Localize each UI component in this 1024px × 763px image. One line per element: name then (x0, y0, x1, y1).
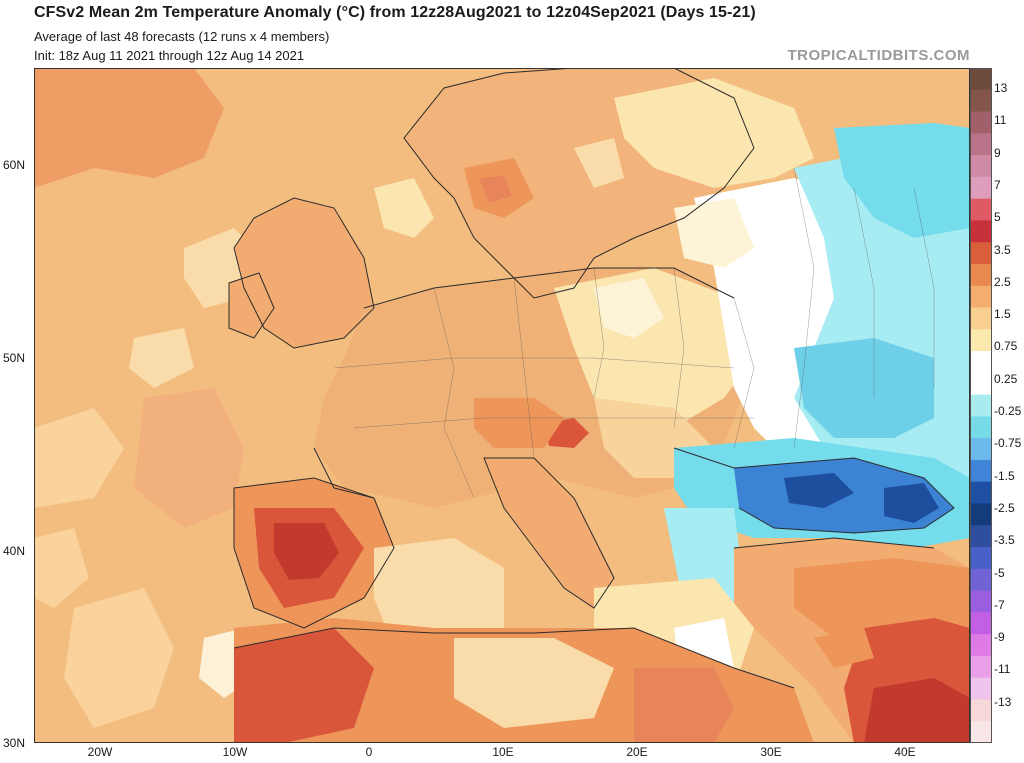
lon-label-0: 0 (365, 745, 373, 759)
colorbar-swatch (970, 634, 992, 657)
east-europe-cool-mid (834, 123, 970, 238)
blacksea-dark-east (884, 483, 939, 523)
colorbar-swatch (970, 263, 992, 287)
blacksea-dark (784, 473, 854, 508)
colorbar-swatch (970, 89, 992, 113)
colorbar-swatch (970, 242, 992, 265)
north-africa-hot (234, 628, 374, 743)
colorbar-label: 1.5 (994, 307, 1011, 322)
colorbar-swatch (970, 285, 992, 309)
init-line: Init: 18z Aug 11 2021 through 12z Aug 14… (34, 48, 305, 63)
ukraine-cool (794, 338, 934, 438)
norway-coast-pale (574, 138, 624, 188)
brand-watermark[interactable]: TROPICALTIDBITS.COM (787, 47, 970, 64)
colorbar-swatch (970, 176, 992, 200)
colorbar-swatch (970, 481, 992, 504)
colorbar-label: -11 (994, 662, 1011, 677)
middle-east-hotter (864, 678, 970, 743)
lon-label-10e: 10E (492, 745, 514, 759)
colorbar-swatch (970, 198, 992, 221)
colorbar-swatch (970, 612, 992, 635)
baltic-states-pale (674, 198, 754, 268)
subtitle: Average of last 48 forecasts (12 runs x … (34, 29, 330, 44)
colorbar-swatch (970, 68, 992, 91)
lat-label-60n: 60N (3, 158, 26, 172)
internal-borders (333, 167, 935, 499)
colorbar-swatch (970, 547, 992, 570)
colorbar-swatch (970, 133, 992, 156)
iberia-hotter (274, 523, 339, 580)
colorbar-swatch (970, 416, 992, 439)
colorbar-swatch (970, 568, 992, 592)
colorbar-swatch (970, 394, 992, 417)
colorbar-label: -1.5 (994, 468, 1015, 483)
colorbar-label: 11 (994, 113, 1007, 128)
colorbar-label: 3.5 (994, 242, 1011, 257)
colorbar-swatch (970, 438, 992, 461)
colorbar-label: 5 (994, 210, 1001, 225)
atlantic-pale-patch (64, 588, 174, 728)
lon-label-20e: 20E (626, 745, 648, 759)
colorbar-swatch (970, 699, 992, 722)
colorbar-label: -2.5 (994, 500, 1015, 515)
north-africa-pale (454, 638, 614, 728)
lon-label-10w: 10W (222, 745, 248, 759)
ireland (229, 273, 274, 338)
colorbar-label: 9 (994, 145, 1001, 160)
colorbar (970, 68, 992, 743)
atlantic-pale-patch (34, 528, 89, 608)
colorbar-swatch (970, 372, 992, 396)
lon-label-20w: 20W (87, 745, 113, 759)
colorbar-swatch (970, 351, 992, 374)
colorbar-swatch (970, 111, 992, 134)
central-europe-paler (594, 278, 664, 338)
colorbar-border (970, 68, 992, 743)
colorbar-swatch (970, 525, 992, 548)
atlantic-pale-patch (34, 408, 124, 508)
colorbar-swatch (970, 677, 992, 700)
colorbar-swatch (970, 307, 992, 330)
baltic-pale (374, 178, 434, 238)
colorbar-swatch (970, 459, 992, 483)
lon-label-40e: 40E (894, 745, 916, 759)
colorbar-label: 0.75 (994, 339, 1018, 354)
colorbar-label: -3.5 (994, 533, 1015, 548)
finland-pale (614, 78, 814, 188)
scandinavia-hot (479, 176, 512, 203)
north-africa-hot-east (634, 668, 734, 743)
colorbar-swatch (970, 329, 992, 352)
colorbar-label: -13 (994, 694, 1012, 709)
lon-label-30e: 30E (760, 745, 782, 759)
colorbar-label: -0.25 (994, 404, 1022, 418)
lat-label-40n: 40N (3, 544, 26, 558)
page-title: CFSv2 Mean 2m Temperature Anomaly (°C) f… (34, 4, 756, 21)
colorbar-swatch (970, 655, 992, 679)
lat-label-50n: 50N (3, 351, 26, 365)
italy (484, 458, 614, 608)
atlantic-warm-patch (34, 68, 224, 188)
colorbar-label: 7 (994, 177, 1001, 192)
colorbar-label: -0.75 (994, 436, 1022, 451)
colorbar-label: 13 (994, 81, 1008, 95)
atlantic-pale-patch (129, 328, 194, 388)
colorbar-swatch (970, 590, 992, 613)
colorbar-swatch (970, 721, 992, 743)
atlantic-warm-patch (134, 388, 244, 528)
colorbar-label: -7 (994, 597, 1005, 612)
colorbar-label: -9 (994, 630, 1005, 645)
alps-warm (474, 398, 564, 448)
colorbar-label: 0.25 (994, 371, 1018, 386)
colorbar-swatch (970, 503, 992, 526)
lat-label-30n: 30N (3, 736, 26, 750)
colorbar-swatch (970, 220, 992, 243)
anomaly-map (34, 68, 970, 743)
cyprus-area (814, 628, 874, 668)
colorbar-label: -5 (994, 565, 1005, 580)
colorbar-swatch (970, 155, 992, 178)
colorbar-label: 2.5 (994, 274, 1011, 289)
